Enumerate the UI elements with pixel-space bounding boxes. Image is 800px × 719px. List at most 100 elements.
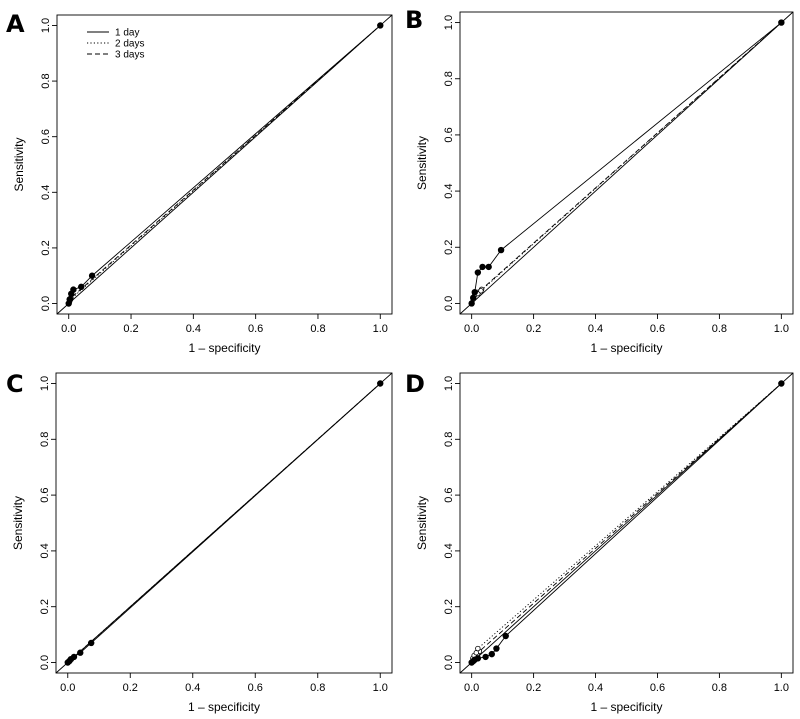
- x-tick-label: 0.8: [310, 682, 325, 694]
- data-point-1-day: [377, 380, 384, 387]
- x-tick-label: 0.2: [123, 682, 138, 694]
- data-point-1-day: [66, 296, 73, 303]
- y-tick-label: 0.6: [443, 487, 455, 502]
- data-point-1-day: [482, 653, 489, 661]
- y-tick-label: 0.8: [39, 432, 51, 447]
- chart-panel-c: 0.0 0.2 0.4 0.6 0.8 1.0 0.0 0.2 0.4 0.6 0.8 1.0 1 – …: [6, 370, 393, 714]
- chart-panel-a: 0.0 0.2 0.4 0.6 0.8 1.0 0.0 0.2 0.4 0.6 0.8 1.0 1 – …: [6, 10, 393, 355]
- y-tick-label: 1.0: [40, 18, 52, 33]
- x-tick-label: 0.4: [588, 323, 603, 335]
- panel-letter: A: [6, 10, 25, 38]
- y-tick-label: 1.0: [443, 376, 455, 391]
- x-tick-label: 0.0: [61, 323, 76, 335]
- y-axis-title: Sensitivity: [11, 496, 25, 550]
- diagonal-reference-line: [459, 11, 794, 315]
- y-tick-label: 0.2: [39, 599, 51, 614]
- x-axis-title: 1 – specificity: [188, 341, 260, 355]
- x-tick-label: 0.2: [526, 682, 541, 694]
- y-tick-label: 0.4: [443, 183, 455, 198]
- data-point-1-day: [493, 645, 500, 652]
- x-tick-label: 0.2: [526, 323, 541, 335]
- y-tick-label: 0.0: [39, 655, 51, 670]
- panel-letter: B: [405, 6, 423, 34]
- y-tick-label: 0.0: [443, 655, 455, 670]
- y-axis-title: Sensitivity: [415, 136, 429, 190]
- x-tick-label: 0.2: [123, 323, 138, 335]
- x-tick-label: 0.4: [588, 682, 603, 694]
- legend-label: 1 day: [115, 28, 139, 39]
- plot-frame: [459, 11, 794, 315]
- data-point-1-day: [479, 263, 486, 271]
- x-tick-label: 0.0: [464, 682, 479, 694]
- chart-panel-b: 0.0 0.2 0.4 0.6 0.8 1.0 0.0 0.2 0.4 0.6 0.8 1.0 1 – …: [405, 6, 794, 355]
- y-tick-label: 0.2: [40, 240, 52, 255]
- diagonal-reference-line: [459, 372, 794, 674]
- data-point-1-day: [488, 650, 495, 658]
- x-axis-title: 1 – specificity: [590, 700, 662, 714]
- data-point-1-day: [474, 269, 482, 276]
- data-point-1-day: [468, 300, 475, 307]
- y-tick-label: 1.0: [443, 15, 455, 30]
- x-tick-label: 1.0: [373, 682, 388, 694]
- y-tick-label: 0.2: [443, 599, 455, 614]
- data-point-1-day: [70, 653, 78, 661]
- x-tick-label: 0.6: [248, 682, 263, 694]
- y-tick-label: 0.4: [39, 543, 51, 558]
- y-tick-label: 0.8: [443, 432, 455, 447]
- plot-frame: [459, 372, 794, 674]
- legend-label: 2 days: [115, 39, 144, 50]
- y-tick-label: 0.6: [40, 129, 52, 144]
- data-point-1-day: [470, 294, 477, 302]
- y-tick-label: 1.0: [39, 376, 51, 391]
- data-point-1-day: [502, 632, 509, 640]
- x-axis-title: 1 – specificity: [188, 700, 260, 714]
- x-tick-label: 1.0: [774, 323, 789, 335]
- diagonal-reference-line: [56, 14, 393, 315]
- y-axis-title: Sensitivity: [415, 496, 429, 550]
- x-tick-label: 0.6: [248, 323, 263, 335]
- x-tick-label: 0.0: [60, 682, 75, 694]
- y-tick-label: 0.4: [443, 543, 455, 558]
- panel-letter: D: [405, 370, 425, 398]
- data-point-1-day: [70, 286, 77, 293]
- y-tick-label: 0.8: [443, 71, 455, 86]
- y-tick-label: 0.6: [443, 127, 455, 142]
- x-tick-label: 0.8: [712, 682, 727, 694]
- y-tick-label: 0.0: [40, 296, 52, 311]
- data-point-1-day: [778, 19, 785, 26]
- chart-panel-d: 0.0 0.2 0.4 0.6 0.8 1.0 0.0 0.2 0.4 0.6 0.8 1.0 1 – …: [405, 370, 794, 714]
- legend-label: 3 days: [115, 50, 144, 61]
- plot-frame: [56, 14, 393, 315]
- data-point-1-day: [377, 22, 384, 29]
- data-point-1-day: [88, 272, 96, 279]
- data-point-1-day: [485, 263, 492, 271]
- data-point-1-day: [778, 380, 785, 387]
- x-tick-label: 0.6: [650, 323, 665, 335]
- plot-frame: [55, 372, 393, 674]
- y-tick-label: 0.6: [39, 487, 51, 502]
- x-tick-label: 1.0: [774, 682, 789, 694]
- data-point-1-day: [77, 283, 85, 291]
- x-tick-label: 1.0: [373, 323, 388, 335]
- data-point-1-day: [87, 639, 95, 647]
- x-axis-title: 1 – specificity: [590, 341, 662, 355]
- data-point-1-day: [471, 288, 478, 296]
- data-point-2-days: [478, 288, 484, 294]
- data-point-2-days: [475, 645, 481, 652]
- y-axis-title: Sensitivity: [12, 137, 26, 191]
- data-point-1-day: [77, 649, 84, 656]
- x-tick-label: 0.8: [310, 323, 325, 335]
- x-tick-label: 0.4: [185, 682, 200, 694]
- y-tick-label: 0.8: [40, 73, 52, 88]
- panel-letter: C: [6, 370, 24, 398]
- x-tick-label: 0.8: [712, 323, 727, 335]
- x-tick-label: 0.0: [464, 323, 479, 335]
- data-point-1-day: [497, 246, 505, 254]
- y-tick-label: 0.0: [443, 296, 455, 311]
- y-tick-label: 0.4: [40, 185, 52, 200]
- data-point-1-day: [474, 655, 482, 662]
- x-tick-label: 0.4: [186, 323, 201, 335]
- x-tick-label: 0.6: [650, 682, 665, 694]
- y-tick-label: 0.2: [443, 240, 455, 255]
